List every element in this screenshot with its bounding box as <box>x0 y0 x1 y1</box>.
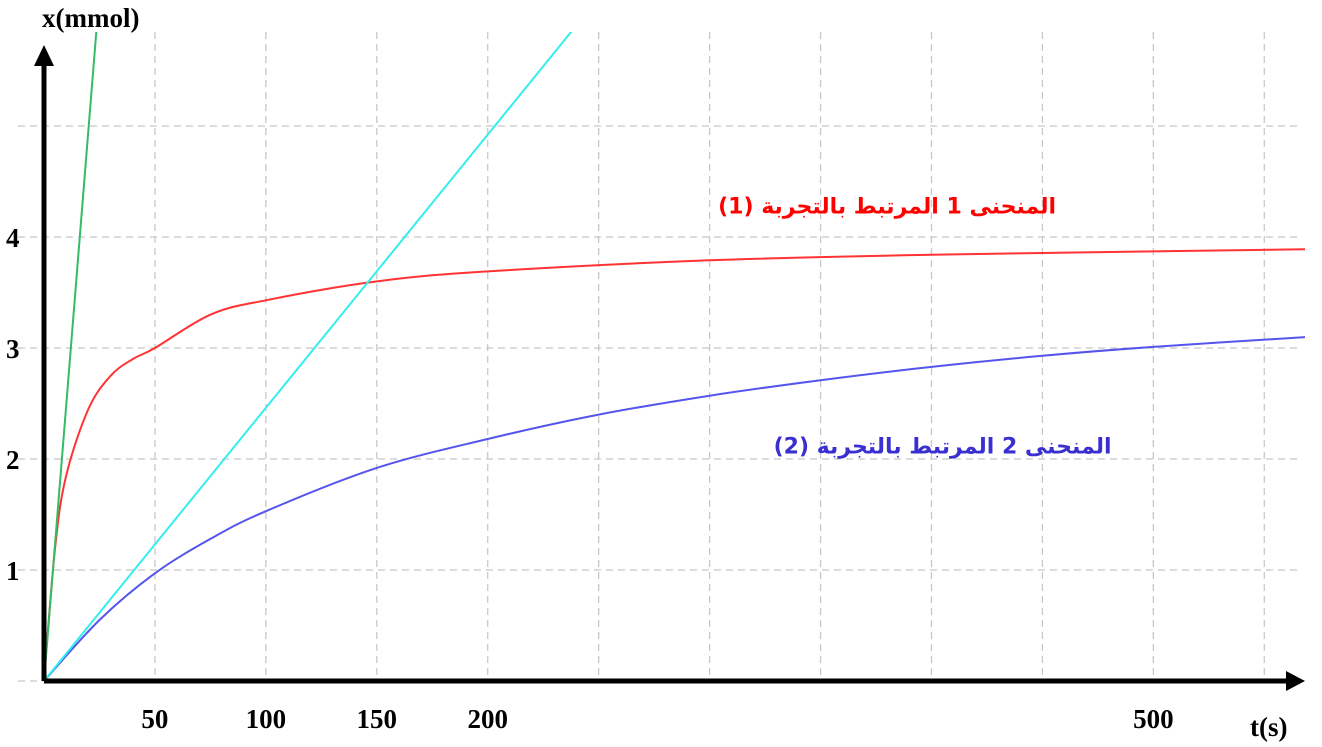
x-tick-label: 150 <box>357 704 398 734</box>
series-line-3 <box>43 32 573 682</box>
x-tick-label: 500 <box>1133 704 1174 734</box>
series-line-4 <box>43 32 98 682</box>
grid <box>18 32 1300 682</box>
x-tick-label: 100 <box>246 704 287 734</box>
x-axis-title: t(s) <box>1250 712 1287 742</box>
y-tick-label: 1 <box>6 556 20 586</box>
y-tick-label: 3 <box>6 334 20 364</box>
y-axis-title: x(mmol) <box>42 3 139 33</box>
series-line-1 <box>43 248 1305 682</box>
curve-annotation-2: المنحنى 2 المرتبط بالتجربة (2) <box>774 434 1112 459</box>
x-tick-label: 200 <box>467 704 508 734</box>
y-tick-label: 4 <box>6 223 20 253</box>
series-layer <box>43 32 1305 682</box>
curve-annotation-1: المنحنى 1 المرتبط بالتجربة (1) <box>718 195 1056 220</box>
y-tick-label: 2 <box>6 445 20 475</box>
y-axis-arrow <box>34 45 54 66</box>
tick-labels: 50 100 150 200 500 1 2 3 4 <box>6 223 1174 734</box>
x-axis-arrow <box>1286 671 1305 691</box>
series-line-2 <box>43 336 1305 682</box>
x-tick-label: 50 <box>141 704 168 734</box>
annotations: المنحنى 1 المرتبط بالتجربة (1) المنحنى 2 … <box>718 195 1111 460</box>
axes <box>34 45 1305 691</box>
